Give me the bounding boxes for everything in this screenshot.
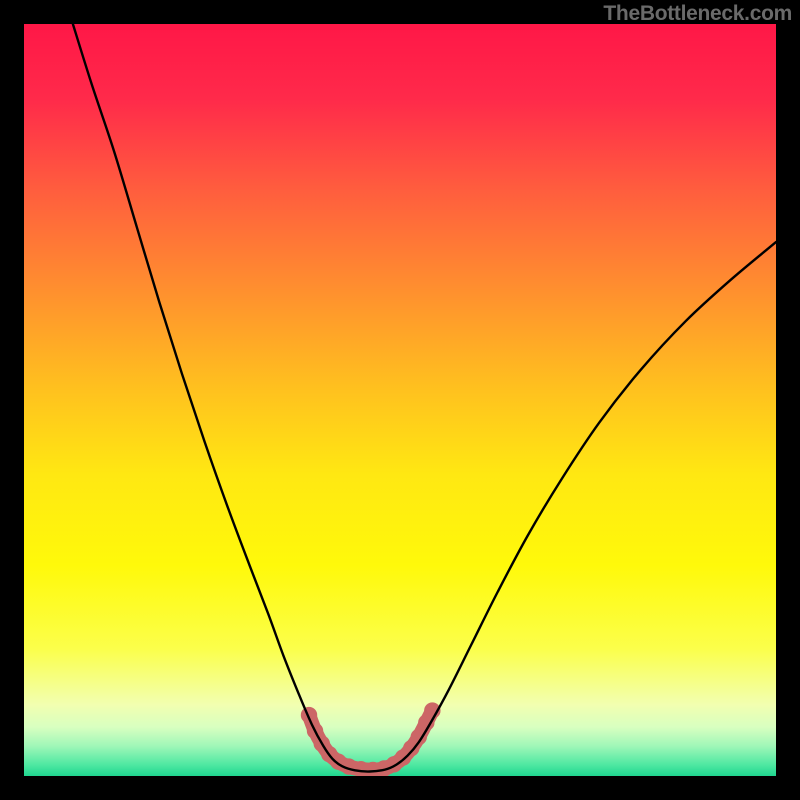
plot-area: [24, 24, 776, 776]
watermark-text: TheBottleneck.com: [603, 2, 792, 26]
chart-svg: [24, 24, 776, 776]
outer-frame: TheBottleneck.com: [0, 0, 800, 800]
gradient-background: [24, 24, 776, 776]
